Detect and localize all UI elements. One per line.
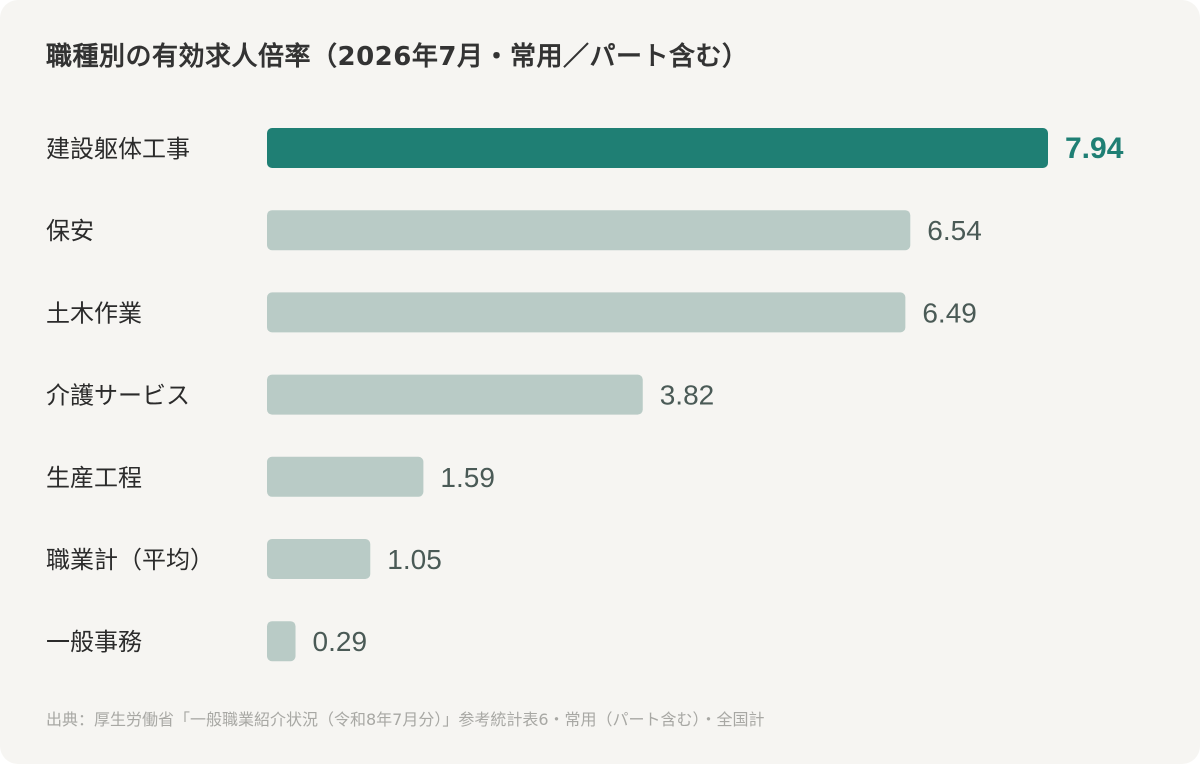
bar (267, 621, 296, 662)
source-note: 出典：厚生労働省「一般職業紹介状況（令和8年7月分）」参考統計表6・常用（パート… (46, 710, 765, 729)
value-label: 0.29 (313, 626, 368, 657)
category-label: 職業計（平均） (46, 546, 214, 574)
bar (267, 210, 911, 251)
category-label: 生産工程 (46, 464, 142, 492)
value-label: 6.49 (922, 297, 977, 328)
value-label: 7.94 (1065, 132, 1124, 165)
chart-title: 職種別の有効求人倍率（2026年7月・常用／パート含む） (46, 42, 749, 72)
category-label: 保安 (46, 217, 94, 245)
value-label: 6.54 (927, 215, 982, 246)
category-label: 介護サービス (46, 382, 190, 410)
value-label: 1.05 (387, 544, 442, 575)
bar (267, 539, 371, 579)
bar (267, 292, 906, 333)
bar (267, 374, 643, 415)
value-label: 3.82 (660, 380, 715, 411)
value-label: 1.59 (440, 462, 495, 493)
bar-highlighted (267, 128, 1048, 168)
category-label: 建設躯体工事 (46, 135, 190, 163)
category-label: 一般事務 (46, 628, 142, 656)
bar (267, 456, 424, 497)
category-label: 土木作業 (46, 299, 142, 327)
